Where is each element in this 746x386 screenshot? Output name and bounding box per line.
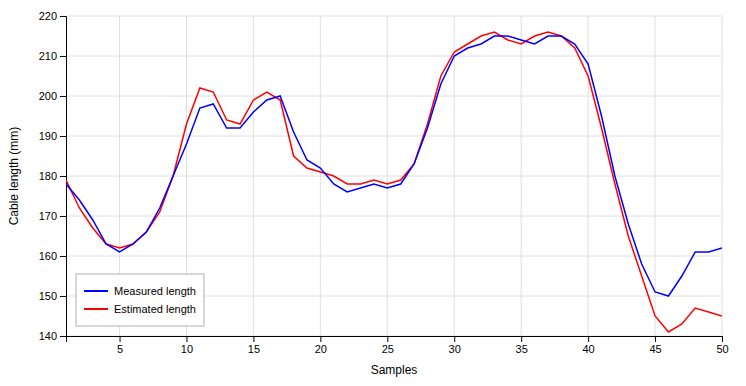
x-axis-title: Samples: [371, 363, 418, 377]
y-tick: 150: [39, 290, 66, 302]
x-tick-mark: [387, 336, 388, 342]
x-tick-mark: [454, 336, 455, 342]
y-tick-mark: [60, 256, 66, 257]
y-tick-mark: [60, 176, 66, 177]
y-tick: 160: [39, 250, 66, 262]
y-tick-label: 170: [39, 210, 57, 222]
y-tick-label: 150: [39, 290, 57, 302]
y-tick: 220: [39, 10, 66, 22]
y-tick: 170: [39, 210, 66, 222]
y-grid-line: [66, 56, 722, 57]
x-tick-label: 45: [649, 343, 661, 355]
y-axis: 140 150 160 170 180 190 200 210 220: [39, 10, 67, 342]
x-tick-mark: [253, 336, 254, 342]
series-line: [66, 36, 722, 296]
x-tick-mark: [521, 336, 522, 342]
x-tick: 30: [449, 336, 461, 355]
y-tick-label: 160: [39, 250, 57, 262]
y-tick-mark: [60, 216, 66, 217]
legend-box: [76, 274, 204, 326]
y-grid-line: [66, 256, 722, 257]
y-tick: 140: [39, 330, 66, 342]
legend: Measured length Estimated length: [76, 274, 204, 326]
x-tick-mark: [655, 336, 656, 342]
y-tick-mark: [60, 136, 66, 137]
y-grid-line: [66, 16, 722, 17]
y-tick: 200: [39, 90, 66, 102]
legend-swatch: [84, 308, 108, 310]
x-tick-label: 30: [449, 343, 461, 355]
x-tick: 25: [382, 336, 394, 355]
legend-label: Measured length: [114, 285, 196, 297]
y-tick-mark: [60, 16, 66, 17]
x-tick-label: 40: [582, 343, 594, 355]
x-tick: 40: [582, 336, 594, 355]
y-tick: 190: [39, 130, 66, 142]
x-tick-mark: [722, 336, 723, 342]
y-tick-mark: [60, 96, 66, 97]
x-tick-label: 35: [516, 343, 528, 355]
series-line: [66, 32, 722, 332]
x-tick-label: 25: [382, 343, 394, 355]
x-tick-mark: [320, 336, 321, 342]
x-tick: 10: [181, 336, 193, 355]
plot-area: [66, 32, 722, 332]
y-tick-label: 140: [39, 330, 57, 342]
x-axis-line: [67, 337, 723, 343]
legend-swatch: [84, 290, 108, 292]
y-axis-title: Cable length (mm): [7, 127, 21, 226]
y-grid-line: [66, 136, 722, 137]
y-tick-label: 220: [39, 10, 57, 22]
y-tick-label: 210: [39, 50, 57, 62]
y-axis-line: [60, 17, 67, 337]
x-tick-label: 15: [248, 343, 260, 355]
legend-label: Estimated length: [114, 303, 196, 315]
x-axis: 5 10 15 20 25 30 35 40 45 50: [67, 336, 729, 355]
y-tick-label: 200: [39, 90, 57, 102]
x-tick-mark: [186, 336, 187, 342]
y-tick-label: 180: [39, 170, 57, 182]
x-tick-label: 50: [716, 343, 728, 355]
x-tick: 20: [315, 336, 327, 355]
x-tick: 15: [248, 336, 260, 355]
x-tick: 50: [716, 336, 728, 355]
grid: [66, 16, 722, 336]
x-tick: 35: [516, 336, 528, 355]
x-tick-label: 10: [181, 343, 193, 355]
x-tick: 45: [649, 336, 661, 355]
y-grid-line: [66, 96, 722, 97]
y-tick-mark: [60, 336, 66, 337]
y-tick: 210: [39, 50, 66, 62]
x-tick-mark: [588, 336, 589, 342]
x-tick-label: 20: [315, 343, 327, 355]
x-tick-mark: [120, 336, 121, 342]
y-tick: 180: [39, 170, 66, 182]
x-tick-label: 5: [117, 343, 123, 355]
x-tick: 5: [117, 336, 123, 355]
chart: 5 10 15 20 25 30 35 40 45 50 140 150 160 170 180 190 200…: [0, 0, 746, 386]
y-grid-line: [66, 176, 722, 177]
y-tick-mark: [60, 56, 66, 57]
y-tick-label: 190: [39, 130, 57, 142]
y-tick-mark: [60, 296, 66, 297]
